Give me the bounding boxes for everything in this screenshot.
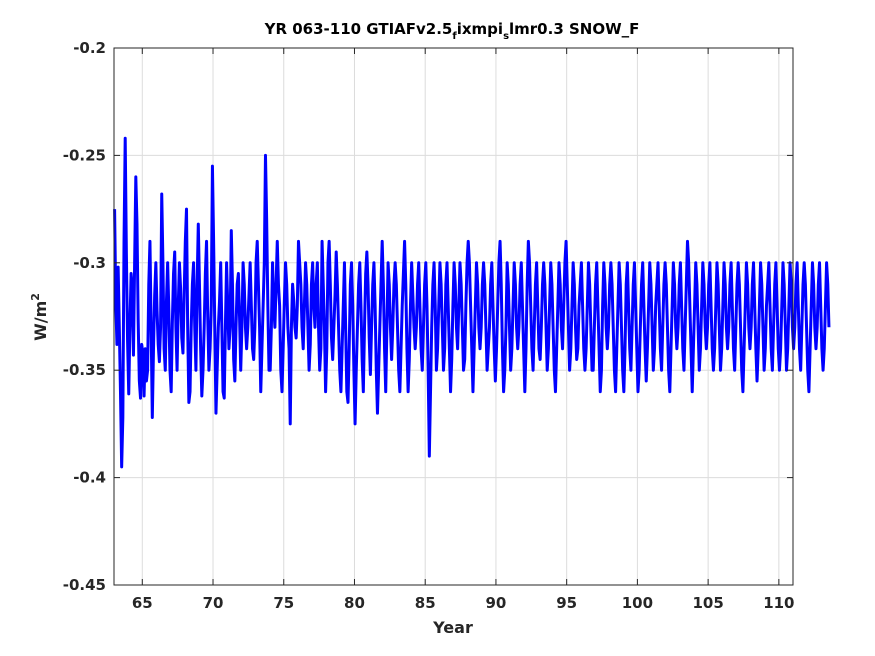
y-tick-label: -0.25	[63, 146, 106, 164]
y-axis-label-superscript: 2	[29, 293, 42, 301]
title-part-2: ixmpi	[457, 20, 503, 38]
y-axis-label: W/m2	[29, 293, 50, 341]
x-tick-label: 75	[273, 594, 294, 612]
x-tick-label: 85	[415, 594, 436, 612]
title-subscript-2: s	[503, 31, 509, 42]
y-tick-label: -0.4	[73, 469, 106, 487]
axes-box	[113, 47, 794, 586]
title-part-1: YR 063-110 GTIAFv2.5	[264, 20, 453, 38]
y-axis-label-base: W/m	[31, 301, 50, 341]
x-tick-label: 110	[763, 594, 794, 612]
y-axis: -0.45 -0.4 -0.35 -0.3 -0.25 -0.2	[63, 39, 793, 594]
x-tick-label: 80	[344, 594, 365, 612]
title-part-3: lmr0.3 SNOW_F	[509, 20, 639, 38]
y-tick-label: -0.3	[73, 254, 106, 272]
y-tick-label: -0.2	[73, 39, 106, 57]
x-tick-label: 65	[132, 594, 153, 612]
x-tick-label: 95	[556, 594, 577, 612]
x-axis: 65 70 75 80 85 90 95 100 105 110	[132, 48, 795, 612]
x-tick-label: 70	[203, 594, 224, 612]
x-tick-label: 100	[622, 594, 653, 612]
chart-title: YR 063-110 GTIAFv2.5fixmpislmr0.3 SNOW_F	[264, 20, 640, 42]
x-tick-label: 105	[692, 594, 723, 612]
series-line	[113, 136, 831, 469]
x-tick-label: 90	[486, 594, 507, 612]
data-series	[113, 136, 831, 469]
y-tick-label: -0.35	[63, 361, 106, 379]
y-tick-label: -0.45	[63, 576, 106, 594]
title-subscript-1: f	[452, 31, 457, 42]
x-axis-label: Year	[432, 618, 473, 637]
